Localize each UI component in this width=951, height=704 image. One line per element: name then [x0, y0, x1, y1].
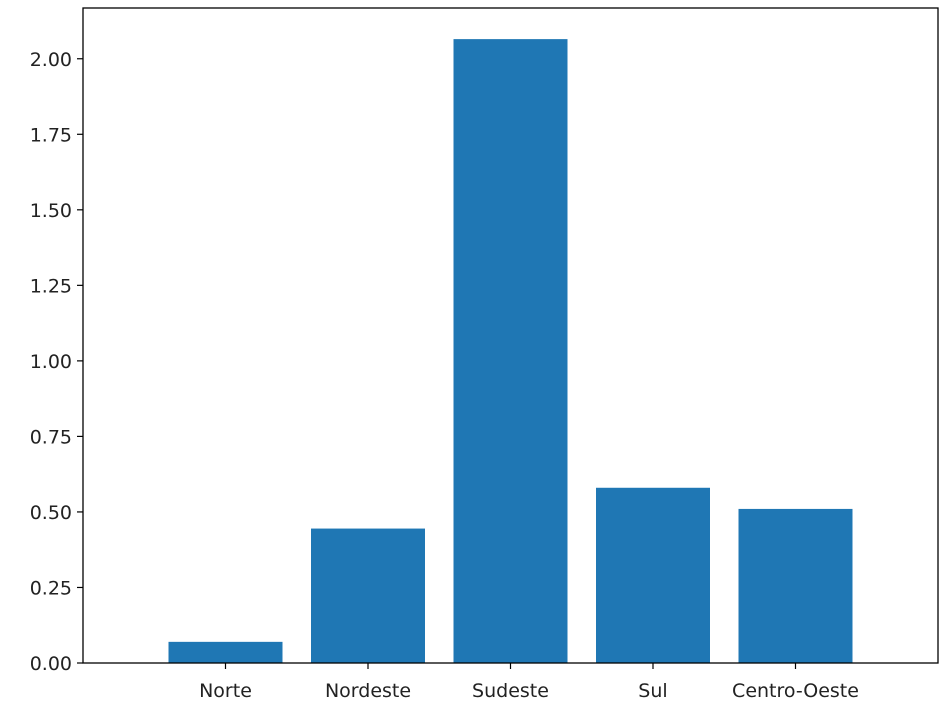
bar-centro-oeste — [738, 508, 853, 663]
x-tick-label: Sul — [638, 680, 667, 702]
x-tick-label: Centro-Oeste — [732, 680, 859, 702]
bar-norte — [168, 641, 283, 663]
x-tick-label: Nordeste — [325, 680, 411, 702]
y-tick-label: 0.75 — [30, 426, 72, 448]
bar-sul — [596, 487, 710, 663]
x-axis: Norte Nordeste Sudeste Sul Centro-Oeste — [199, 663, 859, 702]
y-tick-label: 0.50 — [30, 502, 72, 524]
y-tick-label: 1.25 — [30, 275, 72, 297]
x-tick-label: Norte — [199, 680, 252, 702]
bars-group — [168, 39, 853, 664]
y-tick-label: 1.50 — [30, 200, 72, 222]
bar-nordeste — [311, 528, 425, 663]
y-tick-label: 1.75 — [30, 124, 72, 146]
y-tick-label: 2.00 — [30, 49, 72, 71]
x-tick-label: Sudeste — [472, 680, 549, 702]
bar-sudeste — [453, 39, 568, 664]
plot-frame — [82, 7, 939, 664]
y-tick-label: 0.00 — [30, 653, 72, 675]
y-tick-label: 0.25 — [30, 577, 72, 599]
y-tick-label: 1.00 — [30, 351, 72, 373]
y-axis: 0.00 0.25 0.50 0.75 1.00 1.25 1.50 1.75 2.00 — [30, 49, 83, 675]
